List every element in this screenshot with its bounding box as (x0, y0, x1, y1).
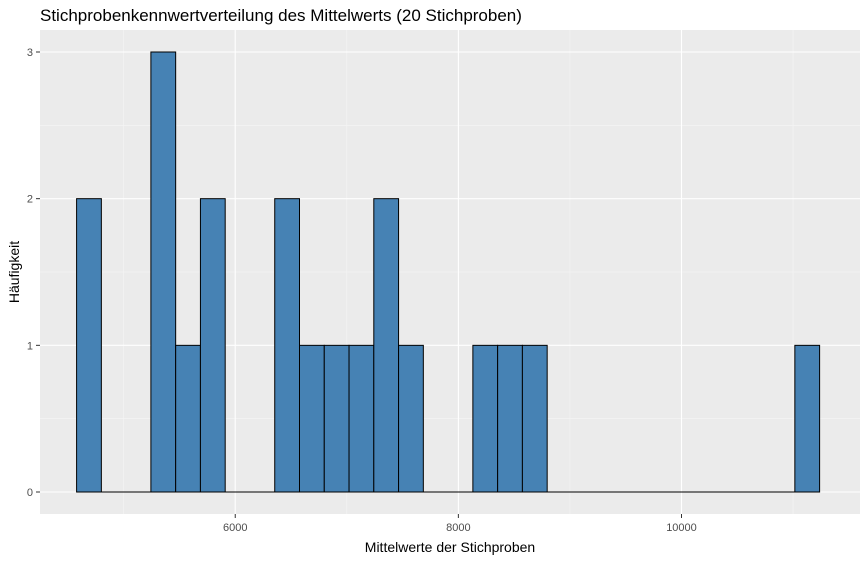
grid-lines (40, 30, 860, 514)
histogram-bar (521, 344, 548, 493)
histogram-bar (373, 198, 400, 493)
histogram-bar (497, 344, 523, 493)
x-tick-label: 8000 (446, 522, 470, 534)
histogram-bar (76, 198, 102, 493)
chart-title: Stichprobenkennwertverteilung des Mittel… (40, 6, 522, 25)
histogram-bar (274, 198, 300, 493)
histogram-bar (348, 344, 375, 493)
histogram-bar (472, 344, 499, 493)
y-axis-title: Häufigkeit (6, 241, 22, 303)
histogram-bar (398, 344, 424, 493)
histogram-bar (150, 51, 177, 493)
y-tick-label: 3 (27, 47, 33, 59)
y-tick-label: 0 (27, 487, 33, 499)
histogram-bar (199, 198, 226, 493)
histogram-bar (794, 344, 821, 493)
axis-ticks: 6000 8000 10000 0 1 2 3 (27, 47, 697, 534)
x-tick-label: 6000 (223, 522, 247, 534)
x-axis-title: Mittelwerte der Stichproben (365, 539, 535, 555)
histogram-bar (175, 344, 201, 493)
histogram-bar (323, 344, 350, 493)
x-tick-label: 10000 (666, 522, 697, 534)
y-tick-label: 2 (27, 194, 33, 206)
bars (76, 51, 821, 493)
y-tick-label: 1 (27, 340, 33, 352)
histogram-bar (298, 344, 325, 493)
